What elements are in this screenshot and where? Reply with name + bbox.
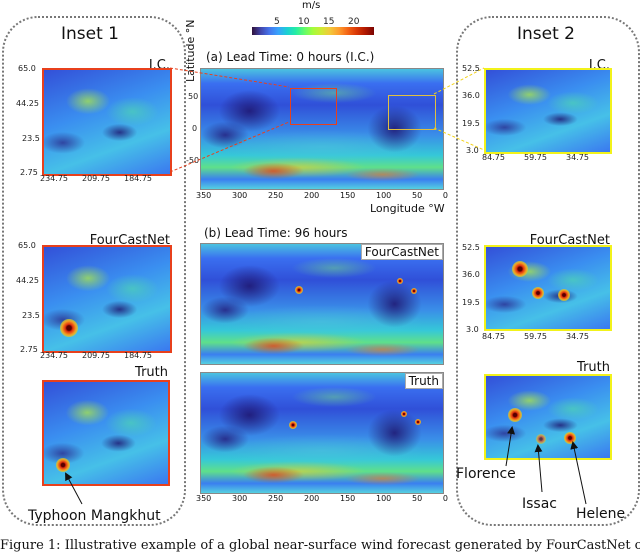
panel-b-truth-map: Truth xyxy=(200,372,444,494)
inset-2-forecast-ytick: 36.0 xyxy=(462,270,480,279)
inset-1-forecast-map xyxy=(42,245,172,353)
panel-a-ytick: 50 xyxy=(188,92,199,101)
x-tick: 350 xyxy=(196,191,212,200)
panel-a-ytick: -50 xyxy=(186,156,200,165)
inset-1-title: Inset 1 xyxy=(61,24,119,44)
inset-2-forecast-ytick: 52.5 xyxy=(462,243,480,252)
hurricane-marker xyxy=(397,278,403,284)
inset-1-forecast-xtick: 184.75 xyxy=(124,351,152,360)
inset-1-truth-label: Truth xyxy=(135,365,168,380)
x-tick: 0 xyxy=(442,494,448,503)
inset-2-truth-map xyxy=(484,374,612,460)
inset-1-forecast-ytick: 2.75 xyxy=(20,345,38,354)
inset-2-forecast-xtick: 84.75 xyxy=(482,332,505,341)
panel-a-xticks: 350 300 250 200 150 100 50 0 xyxy=(196,191,448,200)
colorbar-tick: 10 xyxy=(298,17,310,27)
x-tick: 250 xyxy=(268,494,284,503)
inset-1-region-box xyxy=(290,88,337,125)
inset-2-ic-map xyxy=(484,68,612,154)
figure-caption: Figure 1: Illustrative example of a glob… xyxy=(0,538,640,553)
inset-2-ic-ytick: 3.0 xyxy=(466,146,479,155)
inset-2-ic-ytick: 52.5 xyxy=(462,64,480,73)
colorbar-tick: 20 xyxy=(348,17,360,27)
panel-b-forecast-map: FourCastNet xyxy=(200,243,444,365)
hurricane-marker xyxy=(415,419,421,425)
typhoon-marker xyxy=(289,421,297,429)
x-tick: 200 xyxy=(304,191,320,200)
colorbar-unit: m/s xyxy=(302,0,321,11)
inset-1-forecast-ytick: 65.0 xyxy=(18,241,36,250)
x-tick: 350 xyxy=(196,494,212,503)
inset-1-ic-xtick: 234.75 xyxy=(40,174,68,183)
helene-marker xyxy=(564,432,576,444)
hurricane-marker xyxy=(558,289,570,301)
x-tick: 200 xyxy=(304,494,320,503)
colorbar-tick: 5 xyxy=(274,17,280,27)
inset-2-region-box xyxy=(388,95,436,130)
inset-1-ic-ytick: 65.0 xyxy=(18,64,36,73)
inset-2-ic-xtick: 59.75 xyxy=(524,153,547,162)
panel-b-title: (b) Lead Time: 96 hours xyxy=(204,226,348,240)
panel-a-global-map xyxy=(200,68,444,190)
florence-marker xyxy=(508,408,522,422)
panel-b-xticks: 350 300 250 200 150 100 50 0 xyxy=(196,494,448,503)
hurricane-marker xyxy=(411,288,417,294)
panel-a-title: (a) Lead Time: 0 hours (I.C.) xyxy=(206,50,375,64)
inset-1-ic-ytick: 2.75 xyxy=(20,168,38,177)
x-tick: 0 xyxy=(442,191,448,200)
inset-1-forecast-ytick: 23.5 xyxy=(22,311,40,320)
inset-1-ic-xtick: 209.75 xyxy=(82,174,110,183)
inset-2-title: Inset 2 xyxy=(517,24,575,44)
truth-tag: Truth xyxy=(404,373,443,389)
colorbar-tick: 15 xyxy=(323,17,335,27)
typhoon-marker xyxy=(56,458,70,472)
inset-2-forecast-map xyxy=(484,245,612,331)
x-tick: 50 xyxy=(412,191,423,200)
x-tick: 150 xyxy=(340,494,356,503)
x-tick: 300 xyxy=(232,494,248,503)
inset-1-forecast-ytick: 44.25 xyxy=(16,276,39,285)
x-axis-label: Longitude °W xyxy=(370,202,445,215)
inset-1-forecast-xtick: 234.75 xyxy=(40,351,68,360)
inset-2-frame xyxy=(456,16,640,526)
hurricane-marker xyxy=(512,261,528,277)
hurricane-marker xyxy=(401,411,407,417)
x-tick: 50 xyxy=(412,494,423,503)
panel-a-ytick: 0 xyxy=(192,124,198,133)
x-tick: 250 xyxy=(268,191,284,200)
inset-1-ic-xtick: 184.75 xyxy=(124,174,152,183)
typhoon-marker xyxy=(295,286,303,294)
inset-2-forecast-label: FourCastNet xyxy=(529,233,610,248)
typhoon-marker xyxy=(60,319,78,337)
forecast-tag: FourCastNet xyxy=(360,244,443,260)
inset-2-forecast-xtick: 59.75 xyxy=(524,332,547,341)
inset-2-ic-xtick: 34.75 xyxy=(566,153,589,162)
x-tick: 300 xyxy=(232,191,248,200)
inset-1-forecast-xtick: 209.75 xyxy=(82,351,110,360)
inset-2-ic-ytick: 36.0 xyxy=(462,91,480,100)
inset-1-truth-map xyxy=(42,380,170,486)
inset-1-frame xyxy=(2,16,186,526)
helene-label: Helene xyxy=(576,506,626,522)
florence-label: Florence xyxy=(456,466,516,482)
inset-2-forecast-ytick: 19.5 xyxy=(462,298,480,307)
colorbar xyxy=(252,27,374,35)
typhoon-mangkhut-label: Typhoon Mangkhut xyxy=(28,508,161,524)
inset-1-ic-map xyxy=(42,68,172,176)
inset-2-forecast-xtick: 34.75 xyxy=(566,332,589,341)
inset-1-ic-ytick: 23.5 xyxy=(22,134,40,143)
inset-2-ic-xtick: 84.75 xyxy=(482,153,505,162)
hurricane-marker xyxy=(532,287,544,299)
inset-2-ic-ytick: 19.5 xyxy=(462,119,480,128)
inset-2-truth-label: Truth xyxy=(577,360,610,375)
issac-label: Issac xyxy=(522,496,557,512)
issac-marker xyxy=(536,434,546,444)
x-tick: 150 xyxy=(340,191,356,200)
x-tick: 100 xyxy=(376,191,392,200)
inset-1-forecast-label: FourCastNet xyxy=(89,233,170,248)
inset-2-forecast-ytick: 3.0 xyxy=(466,325,479,334)
x-tick: 100 xyxy=(376,494,392,503)
inset-1-ic-ytick: 44.25 xyxy=(16,99,39,108)
